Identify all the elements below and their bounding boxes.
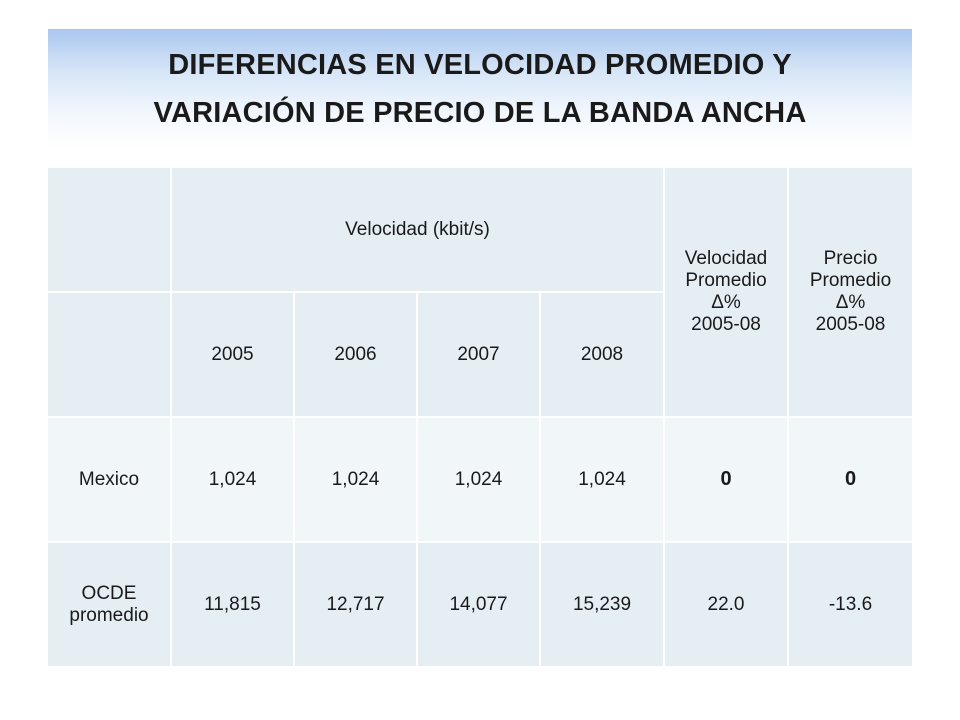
cell-value: 1,024: [454, 468, 503, 490]
row-label: Mexico: [78, 468, 140, 490]
cell-mexico-2008: 1,024: [541, 418, 663, 541]
page-title-line-2: VARIACIÓN DE PRECIO DE LA BANDA ANCHA: [153, 97, 807, 129]
header-price-delta-line-1: Precio: [823, 248, 878, 269]
header-speed-delta: Velocidad Promedio Δ% 2005-08: [665, 168, 787, 416]
header-speed-label: Velocidad (kbit/s): [345, 218, 490, 240]
header-price-delta-line-3: Δ%: [835, 292, 866, 313]
header-corner-top: [48, 168, 170, 291]
header-speed: Velocidad (kbit/s): [172, 168, 663, 291]
cell-value: 1,024: [331, 468, 380, 490]
header-price-delta: Precio Promedio Δ% 2005-08: [789, 168, 912, 416]
cell-value: 1,024: [578, 468, 626, 490]
cell-mexico-speed-delta: 0: [665, 418, 787, 541]
cell-ocde-2007: 14,077: [418, 543, 539, 666]
header-year-2005: 2005: [172, 293, 293, 416]
cell-mexico-2007: 1,024: [418, 418, 539, 541]
header-corner-bottom: [48, 293, 170, 416]
header-year-2007: 2007: [418, 293, 539, 416]
cell-value: 1,024: [208, 468, 257, 490]
cell-value: 15,239: [572, 593, 632, 615]
cell-value: 14,077: [449, 593, 508, 615]
cell-ocde-speed-delta: 22.0: [665, 543, 787, 666]
header-year-2006: 2006: [295, 293, 416, 416]
cell-ocde-2008: 15,239: [541, 543, 663, 666]
year-label: 2006: [334, 343, 377, 365]
page-title-line-1: DIFERENCIAS EN VELOCIDAD PROMEDIO Y: [168, 49, 792, 81]
cell-value: 22.0: [707, 593, 745, 615]
header-price-delta-line-2: Promedio: [809, 270, 892, 291]
row-label-line-2: promedio: [69, 604, 149, 626]
cell-mexico-2006: 1,024: [295, 418, 416, 541]
cell-value: 0: [720, 468, 732, 490]
year-label: 2007: [457, 343, 500, 365]
header-speed-delta-line-2: Promedio: [685, 270, 767, 291]
cell-value: 0: [844, 468, 857, 490]
header-price-delta-line-4: 2005-08: [815, 314, 886, 335]
cell-value: -13.6: [828, 593, 873, 615]
cell-mexico-2005: 1,024: [172, 418, 293, 541]
header-year-2008: 2008: [541, 293, 663, 416]
row-label-ocde: OCDE promedio: [48, 543, 170, 666]
header-speed-delta-line-3: Δ%: [711, 292, 741, 313]
row-label-mexico: Mexico: [48, 418, 170, 541]
cell-value: 11,815: [204, 593, 261, 615]
cell-ocde-2006: 12,717: [295, 543, 416, 666]
title-banner: DIFERENCIAS EN VELOCIDAD PROMEDIO Y VARI…: [48, 29, 912, 149]
header-speed-delta-line-1: Velocidad: [684, 248, 768, 269]
cell-ocde-price-delta: -13.6: [789, 543, 912, 666]
header-speed-delta-line-4: 2005-08: [691, 314, 761, 335]
year-label: 2005: [211, 343, 254, 365]
year-label: 2008: [580, 343, 624, 365]
cell-value: 12,717: [326, 593, 385, 615]
cell-ocde-2005: 11,815: [172, 543, 293, 666]
row-label-line-1: OCDE: [81, 582, 137, 604]
cell-mexico-price-delta: 0: [789, 418, 912, 541]
